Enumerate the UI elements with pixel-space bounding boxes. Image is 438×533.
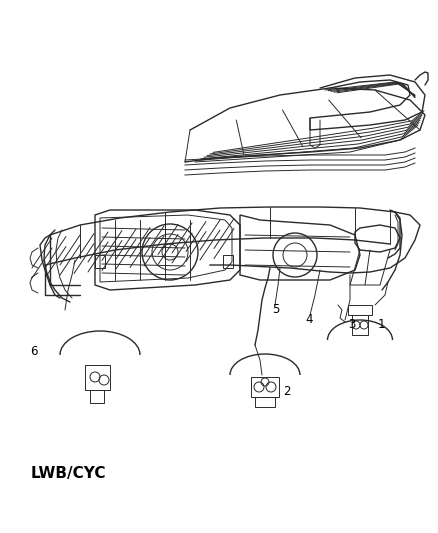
Text: 1: 1 — [378, 318, 385, 331]
Text: 5: 5 — [272, 303, 279, 316]
Text: 3: 3 — [348, 318, 355, 331]
Text: LWB/CYC: LWB/CYC — [31, 466, 106, 481]
Text: 6: 6 — [30, 345, 38, 358]
Text: 2: 2 — [283, 385, 290, 398]
Text: 4: 4 — [305, 313, 312, 326]
